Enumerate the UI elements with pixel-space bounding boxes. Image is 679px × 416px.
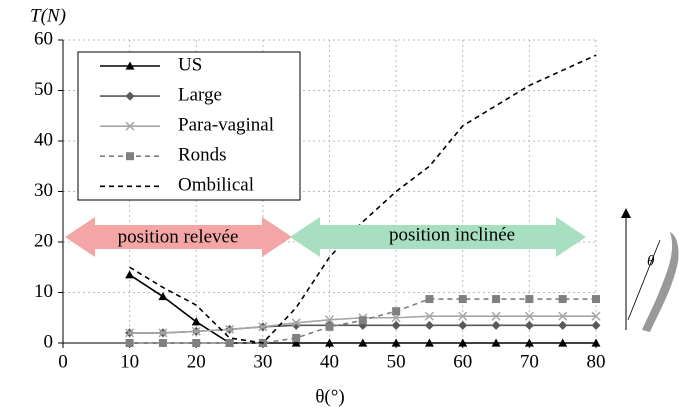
marker <box>292 333 301 342</box>
legend-label: Large <box>178 84 222 105</box>
marker <box>558 338 568 347</box>
marker <box>424 338 434 347</box>
marker <box>125 270 135 279</box>
marker <box>191 317 201 326</box>
marker <box>491 311 501 321</box>
legend-marker <box>126 152 134 161</box>
y-tick-label: 50 <box>34 79 53 100</box>
y-axis-title: T(N) <box>30 5 66 26</box>
legend-marker <box>125 121 135 131</box>
y-tick-label: 40 <box>34 129 53 150</box>
y-tick-label: 10 <box>34 281 53 302</box>
marker <box>524 338 534 347</box>
legend-marker <box>125 61 135 70</box>
marker <box>458 320 468 330</box>
y-tick-label: 0 <box>44 331 54 352</box>
arrow-relevee <box>65 217 292 257</box>
x-tick-label: 50 <box>387 351 406 372</box>
x-tick-label: 80 <box>587 351 606 372</box>
y-tick-label: 20 <box>34 230 53 251</box>
marker <box>225 339 234 347</box>
marker <box>425 295 434 304</box>
series-line <box>129 54 597 344</box>
marker <box>158 339 167 347</box>
marker <box>524 320 534 330</box>
marker <box>391 338 401 347</box>
marker <box>391 320 401 330</box>
marker <box>558 295 567 304</box>
marker <box>458 338 468 347</box>
figure-label: θ <box>647 253 655 269</box>
marker <box>125 328 135 338</box>
marker <box>424 311 434 321</box>
marker <box>258 322 268 332</box>
marker <box>491 320 501 330</box>
marker <box>358 338 368 347</box>
legend-marker <box>125 91 135 101</box>
marker <box>525 295 534 304</box>
marker <box>524 311 534 321</box>
legend-label: Ronds <box>178 145 227 166</box>
marker <box>191 326 201 336</box>
marker <box>591 311 601 321</box>
x-tick-label: 20 <box>187 351 206 372</box>
marker <box>225 324 235 334</box>
marker <box>591 320 601 330</box>
marker <box>492 295 501 304</box>
body-figure: θ <box>621 208 679 332</box>
marker <box>558 320 568 330</box>
marker <box>491 338 501 347</box>
marker <box>358 316 367 325</box>
marker <box>424 320 434 330</box>
marker <box>458 295 467 304</box>
marker <box>458 311 468 321</box>
arrow-inclinee <box>290 217 586 257</box>
y-tick-label: 30 <box>34 180 53 201</box>
marker <box>125 339 134 347</box>
marker <box>592 295 600 304</box>
x-tick-label: 0 <box>58 351 68 372</box>
annotation: position relevée <box>118 226 239 247</box>
x-tick-label: 10 <box>120 351 139 372</box>
x-tick-label: 30 <box>253 351 272 372</box>
marker <box>324 315 335 325</box>
legend-label: Para-vaginal <box>178 114 274 135</box>
annotation: position inclinée <box>389 224 515 245</box>
marker <box>158 328 168 338</box>
marker <box>291 318 301 328</box>
legend-label: Ombilical <box>178 175 254 196</box>
x-axis-title: θ(°) <box>315 386 344 407</box>
y-tick-label: 60 <box>34 28 53 49</box>
marker <box>591 338 601 347</box>
marker <box>392 307 401 316</box>
x-tick-label: 70 <box>520 351 539 372</box>
marker <box>325 322 334 331</box>
marker <box>158 292 168 301</box>
marker <box>192 339 201 347</box>
legend-label: US <box>178 54 202 75</box>
x-tick-label: 60 <box>453 351 472 372</box>
marker <box>325 338 334 347</box>
marker <box>291 338 301 347</box>
marker <box>558 311 568 321</box>
x-tick-label: 40 <box>320 351 339 372</box>
